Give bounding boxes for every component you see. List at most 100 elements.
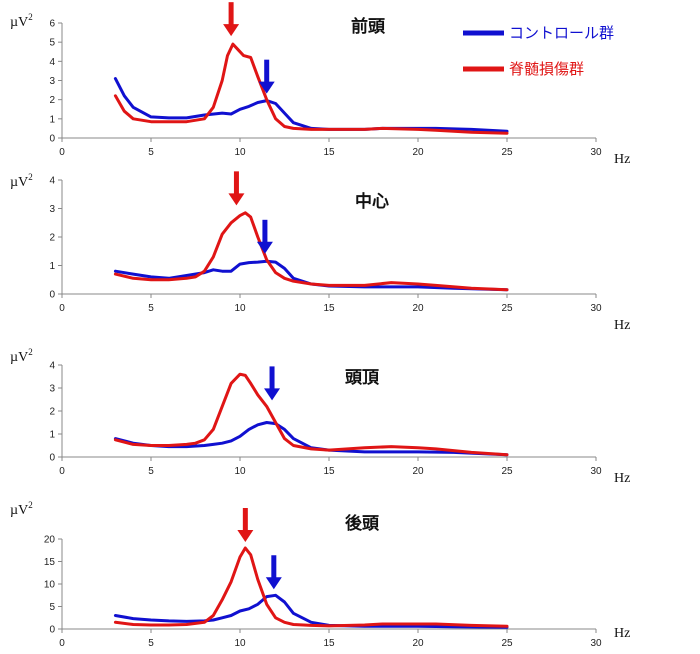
y-tick-label: 6 [49,19,55,30]
x-axis-unit-label: Hz [614,471,630,486]
x-tick-label: 30 [590,303,602,314]
y-unit-superscript: 2 [28,500,33,510]
y-tick-label: 4 [49,176,55,187]
arrow-head [258,81,275,94]
legend-label: 脊髄損傷群 [509,60,584,78]
sci-series-line [113,42,509,135]
peak-arrow-control [264,366,281,401]
x-tick-label: 0 [59,466,65,477]
sci-series-line [113,372,509,457]
x-tick-label: 15 [323,466,335,477]
y-unit-superscript: 2 [28,172,33,182]
y-unit-superscript: 2 [28,12,33,22]
peak-arrow-sci [223,2,240,37]
arrow-head [265,577,282,590]
peak-arrow-sci [228,171,245,206]
sci-series-line [113,546,509,628]
panel-title: 後頭 [345,513,380,534]
y-tick-label: 20 [44,535,56,546]
y-tick-label: 3 [49,204,55,215]
y-axis-unit-label: µV2 [10,500,33,518]
arrow-head [256,241,273,254]
legend-entry-sci: 脊髄損傷群 [463,60,584,78]
peak-arrow-control [265,555,282,590]
y-unit-base: µV [10,350,28,365]
x-tick-label: 5 [148,638,154,649]
y-unit-base: µV [10,15,28,30]
y-tick-label: 0 [49,134,55,145]
x-tick-label: 20 [412,303,424,314]
y-tick-label: 1 [49,261,55,272]
arrow-head [223,24,240,37]
x-tick-label: 30 [590,147,602,158]
control-series-line [113,593,509,629]
x-tick-label: 10 [234,303,246,314]
x-tick-label: 15 [323,303,335,314]
x-tick-label: 20 [412,147,424,158]
x-tick-label: 5 [148,303,154,314]
control-series-line [113,421,509,457]
legend-label: コントロール群 [509,24,614,42]
x-tick-label: 25 [501,466,513,477]
x-tick-label: 5 [148,466,154,477]
x-axis-unit-label: Hz [614,318,630,333]
panel-3: 0 1 2 3 4 0 5 10 15 20 25 30 µV2 Hz 頭頂 [10,347,630,486]
x-axis-unit-label: Hz [614,626,630,641]
x-tick-label: 25 [501,638,513,649]
peak-arrow-control [256,219,273,254]
x-tick-label: 20 [412,638,424,649]
panel-title: 中心 [355,191,389,212]
control-series-line [113,77,509,133]
y-axis-unit-label: µV2 [10,347,33,365]
peak-arrow-control [258,59,275,94]
y-tick-label: 2 [49,233,55,244]
peak-arrow-sci [237,508,254,542]
x-tick-label: 0 [59,638,65,649]
x-tick-label: 10 [234,466,246,477]
y-tick-label: 0 [49,625,55,636]
y-tick-label: 5 [49,38,55,49]
panel-title: 頭頂 [345,368,380,388]
y-tick-label: 1 [49,430,55,441]
x-axis-unit-label: Hz [614,152,630,167]
x-tick-label: 0 [59,147,65,158]
y-tick-label: 3 [49,384,55,395]
x-tick-label: 15 [323,638,335,649]
x-tick-label: 0 [59,303,65,314]
arrow-head [237,530,254,542]
y-tick-label: 4 [49,57,55,68]
y-axis-unit-label: µV2 [10,12,33,30]
x-tick-label: 25 [501,303,513,314]
x-tick-label: 15 [323,147,335,158]
y-unit-base: µV [10,503,28,518]
panel-4: 0 5 10 15 20 0 5 10 15 20 25 30 µV2 Hz 後頭 [10,500,630,649]
y-tick-label: 2 [49,95,55,106]
x-tick-label: 10 [234,638,246,649]
legend-entry-control: コントロール群 [463,24,614,42]
x-tick-label: 5 [148,147,154,158]
x-tick-label: 30 [590,638,602,649]
y-tick-label: 2 [49,407,55,418]
sci-series-line [113,211,509,292]
x-tick-label: 20 [412,466,424,477]
y-tick-label: 0 [49,453,55,464]
y-tick-label: 1 [49,114,55,125]
y-tick-label: 3 [49,76,55,87]
y-axis-unit-label: µV2 [10,172,33,190]
x-tick-label: 30 [590,466,602,477]
panel-title: 前頭 [351,16,386,37]
y-tick-label: 15 [44,557,56,568]
y-tick-label: 4 [49,361,55,372]
x-tick-label: 10 [234,147,246,158]
arrow-head [264,388,281,401]
y-unit-base: µV [10,175,28,190]
arrow-head [228,193,245,206]
y-tick-label: 10 [44,580,56,591]
y-tick-label: 5 [49,602,55,613]
y-tick-label: 0 [49,290,55,301]
